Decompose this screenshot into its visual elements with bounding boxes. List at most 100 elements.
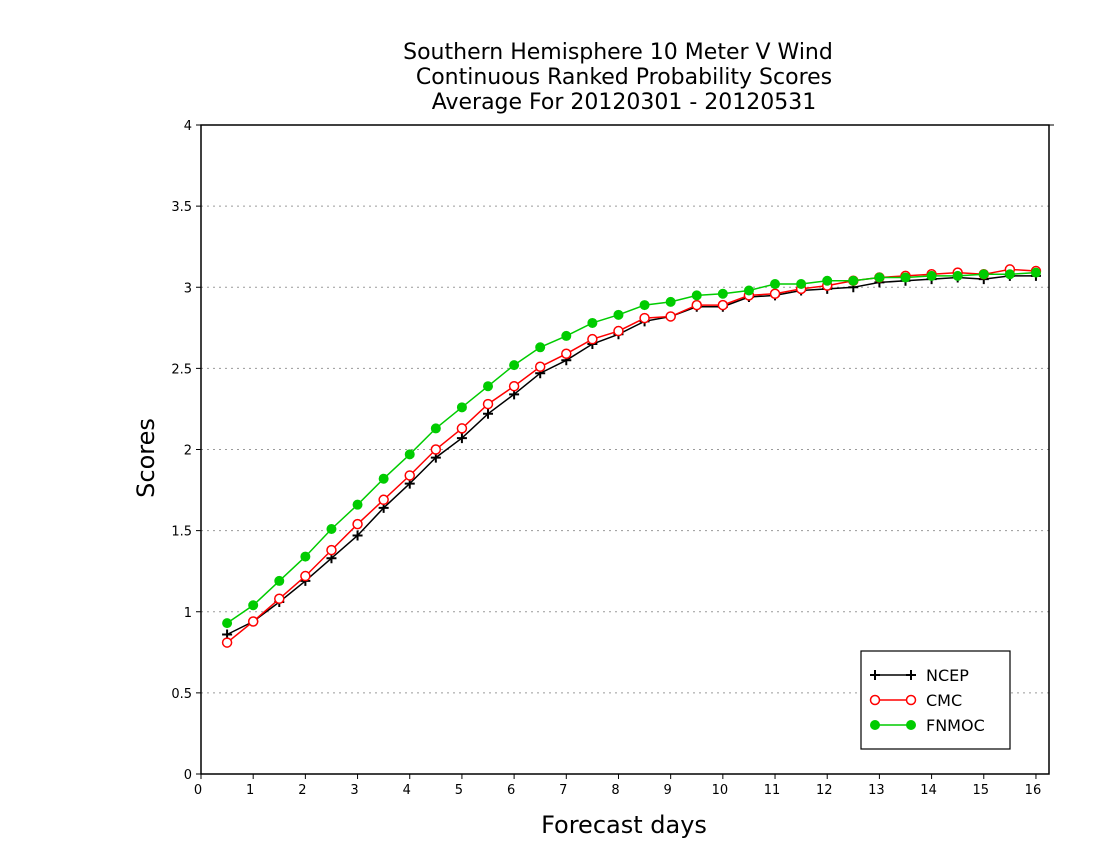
x-tick-label: 2 xyxy=(298,783,306,798)
data-point-fnmoc xyxy=(1004,269,1015,280)
legend-label-ncep: NCEP xyxy=(926,666,969,685)
x-tick-label: 11 xyxy=(764,783,781,798)
legend-label-cmc: CMC xyxy=(926,691,962,710)
y-tick-label: 1.5 xyxy=(171,525,192,540)
data-point-fnmoc xyxy=(274,575,285,586)
series-ncep xyxy=(222,270,1041,640)
y-tick-label: 1 xyxy=(184,606,192,621)
data-point-fnmoc xyxy=(848,275,859,286)
y-tick-label: 2 xyxy=(184,444,192,459)
data-point-cmc xyxy=(639,312,650,324)
x-tick-label: 5 xyxy=(455,783,463,798)
data-point-cmc xyxy=(482,398,494,410)
y-tick-label: 4 xyxy=(184,119,192,134)
data-point-fnmoc xyxy=(691,290,702,301)
data-point-cmc xyxy=(300,570,311,582)
x-tick-label: 0 xyxy=(194,783,202,798)
data-point-fnmoc xyxy=(326,524,337,535)
x-tick-label: 3 xyxy=(350,783,358,798)
data-point-ncep xyxy=(352,530,363,541)
y-axis: 0 0.5 1 1.5 2 2.5 3 3.5 4 xyxy=(171,119,1054,783)
data-point-cmc xyxy=(717,299,729,311)
data-point-fnmoc xyxy=(378,473,389,484)
series-fnmoc xyxy=(222,267,1041,629)
data-point-cmc xyxy=(221,637,233,648)
legend-marker xyxy=(906,670,916,680)
chart-title-line-3: Average For 20120301 - 20120531 xyxy=(432,90,817,115)
data-point-fnmoc xyxy=(430,423,441,434)
x-tick-label: 9 xyxy=(664,783,672,798)
x-tick-label: 4 xyxy=(403,783,411,798)
data-point-fnmoc xyxy=(952,270,963,281)
x-tick-label: 8 xyxy=(611,783,619,798)
x-axis-label: Forecast days xyxy=(541,811,707,839)
chart-title: Southern Hemisphere 10 Meter V Wind Cont… xyxy=(403,40,833,115)
x-tick-label: 12 xyxy=(816,783,833,798)
legend-item-cmc: CMC xyxy=(869,691,962,710)
data-point-cmc xyxy=(587,333,598,345)
x-tick-label: 1 xyxy=(246,783,254,798)
data-point-cmc xyxy=(534,361,546,373)
data-point-fnmoc xyxy=(456,402,467,413)
chart-title-line-1: Southern Hemisphere 10 Meter V Wind xyxy=(403,40,833,65)
x-tick-label: 15 xyxy=(972,783,989,798)
x-tick-label: 16 xyxy=(1025,783,1042,798)
data-point-cmc xyxy=(274,593,285,605)
y-tick-label: 3 xyxy=(184,281,192,296)
x-tick-label: 7 xyxy=(559,783,567,798)
data-point-fnmoc xyxy=(300,551,311,562)
data-point-cmc xyxy=(665,311,676,322)
legend-marker xyxy=(870,670,880,680)
data-point-fnmoc xyxy=(509,360,520,371)
legend-item-fnmoc: FNMOC xyxy=(870,716,985,735)
legend-item-ncep: NCEP xyxy=(870,666,969,685)
data-point-fnmoc xyxy=(561,330,572,341)
y-axis-label: Scores xyxy=(132,418,160,498)
series-layer xyxy=(221,264,1042,648)
legend-marker xyxy=(905,694,917,706)
data-point-fnmoc xyxy=(796,279,807,290)
series-line-cmc xyxy=(226,268,1037,644)
data-point-fnmoc xyxy=(535,342,546,353)
data-point-fnmoc xyxy=(743,285,754,296)
data-point-fnmoc xyxy=(352,499,363,510)
data-point-fnmoc xyxy=(770,279,781,290)
data-point-fnmoc xyxy=(978,269,989,280)
series-line-ncep xyxy=(226,275,1036,636)
legend-box xyxy=(860,650,1011,750)
chart-title-line-2: Continuous Ranked Probability Scores xyxy=(416,65,832,90)
data-point-fnmoc xyxy=(822,275,833,286)
data-point-fnmoc xyxy=(874,272,885,283)
y-tick-label: 2.5 xyxy=(171,362,192,377)
data-point-fnmoc xyxy=(248,600,259,611)
data-point-fnmoc xyxy=(665,296,676,307)
legend-marker xyxy=(870,720,880,730)
series-cmc xyxy=(221,264,1042,648)
data-point-fnmoc xyxy=(613,309,624,320)
y-tick-label: 3.5 xyxy=(171,200,192,215)
data-point-fnmoc xyxy=(717,288,728,299)
data-point-cmc xyxy=(561,348,572,360)
data-point-cmc xyxy=(691,299,703,311)
data-point-fnmoc xyxy=(222,618,233,629)
data-point-fnmoc xyxy=(900,272,911,283)
y-tick-label: 0.5 xyxy=(171,687,192,702)
data-point-fnmoc xyxy=(639,300,650,311)
data-point-fnmoc xyxy=(926,270,937,281)
data-point-fnmoc xyxy=(404,449,415,460)
legend-marker xyxy=(906,720,916,730)
x-axis: 0 1 2 3 4 5 6 7 8 9 10 11 12 13 14 15 16 xyxy=(194,774,1041,798)
data-point-cmc xyxy=(430,444,442,455)
x-tick-label: 10 xyxy=(712,783,729,798)
data-point-fnmoc xyxy=(483,381,494,392)
data-point-fnmoc xyxy=(1030,267,1041,278)
data-point-ncep xyxy=(456,433,467,444)
legend-marker xyxy=(869,694,881,706)
x-tick-label: 14 xyxy=(920,783,937,798)
data-point-cmc xyxy=(404,470,415,481)
data-point-cmc xyxy=(613,325,624,337)
data-point-cmc xyxy=(456,423,468,434)
data-point-ncep xyxy=(483,408,494,419)
data-point-cmc xyxy=(352,518,363,530)
